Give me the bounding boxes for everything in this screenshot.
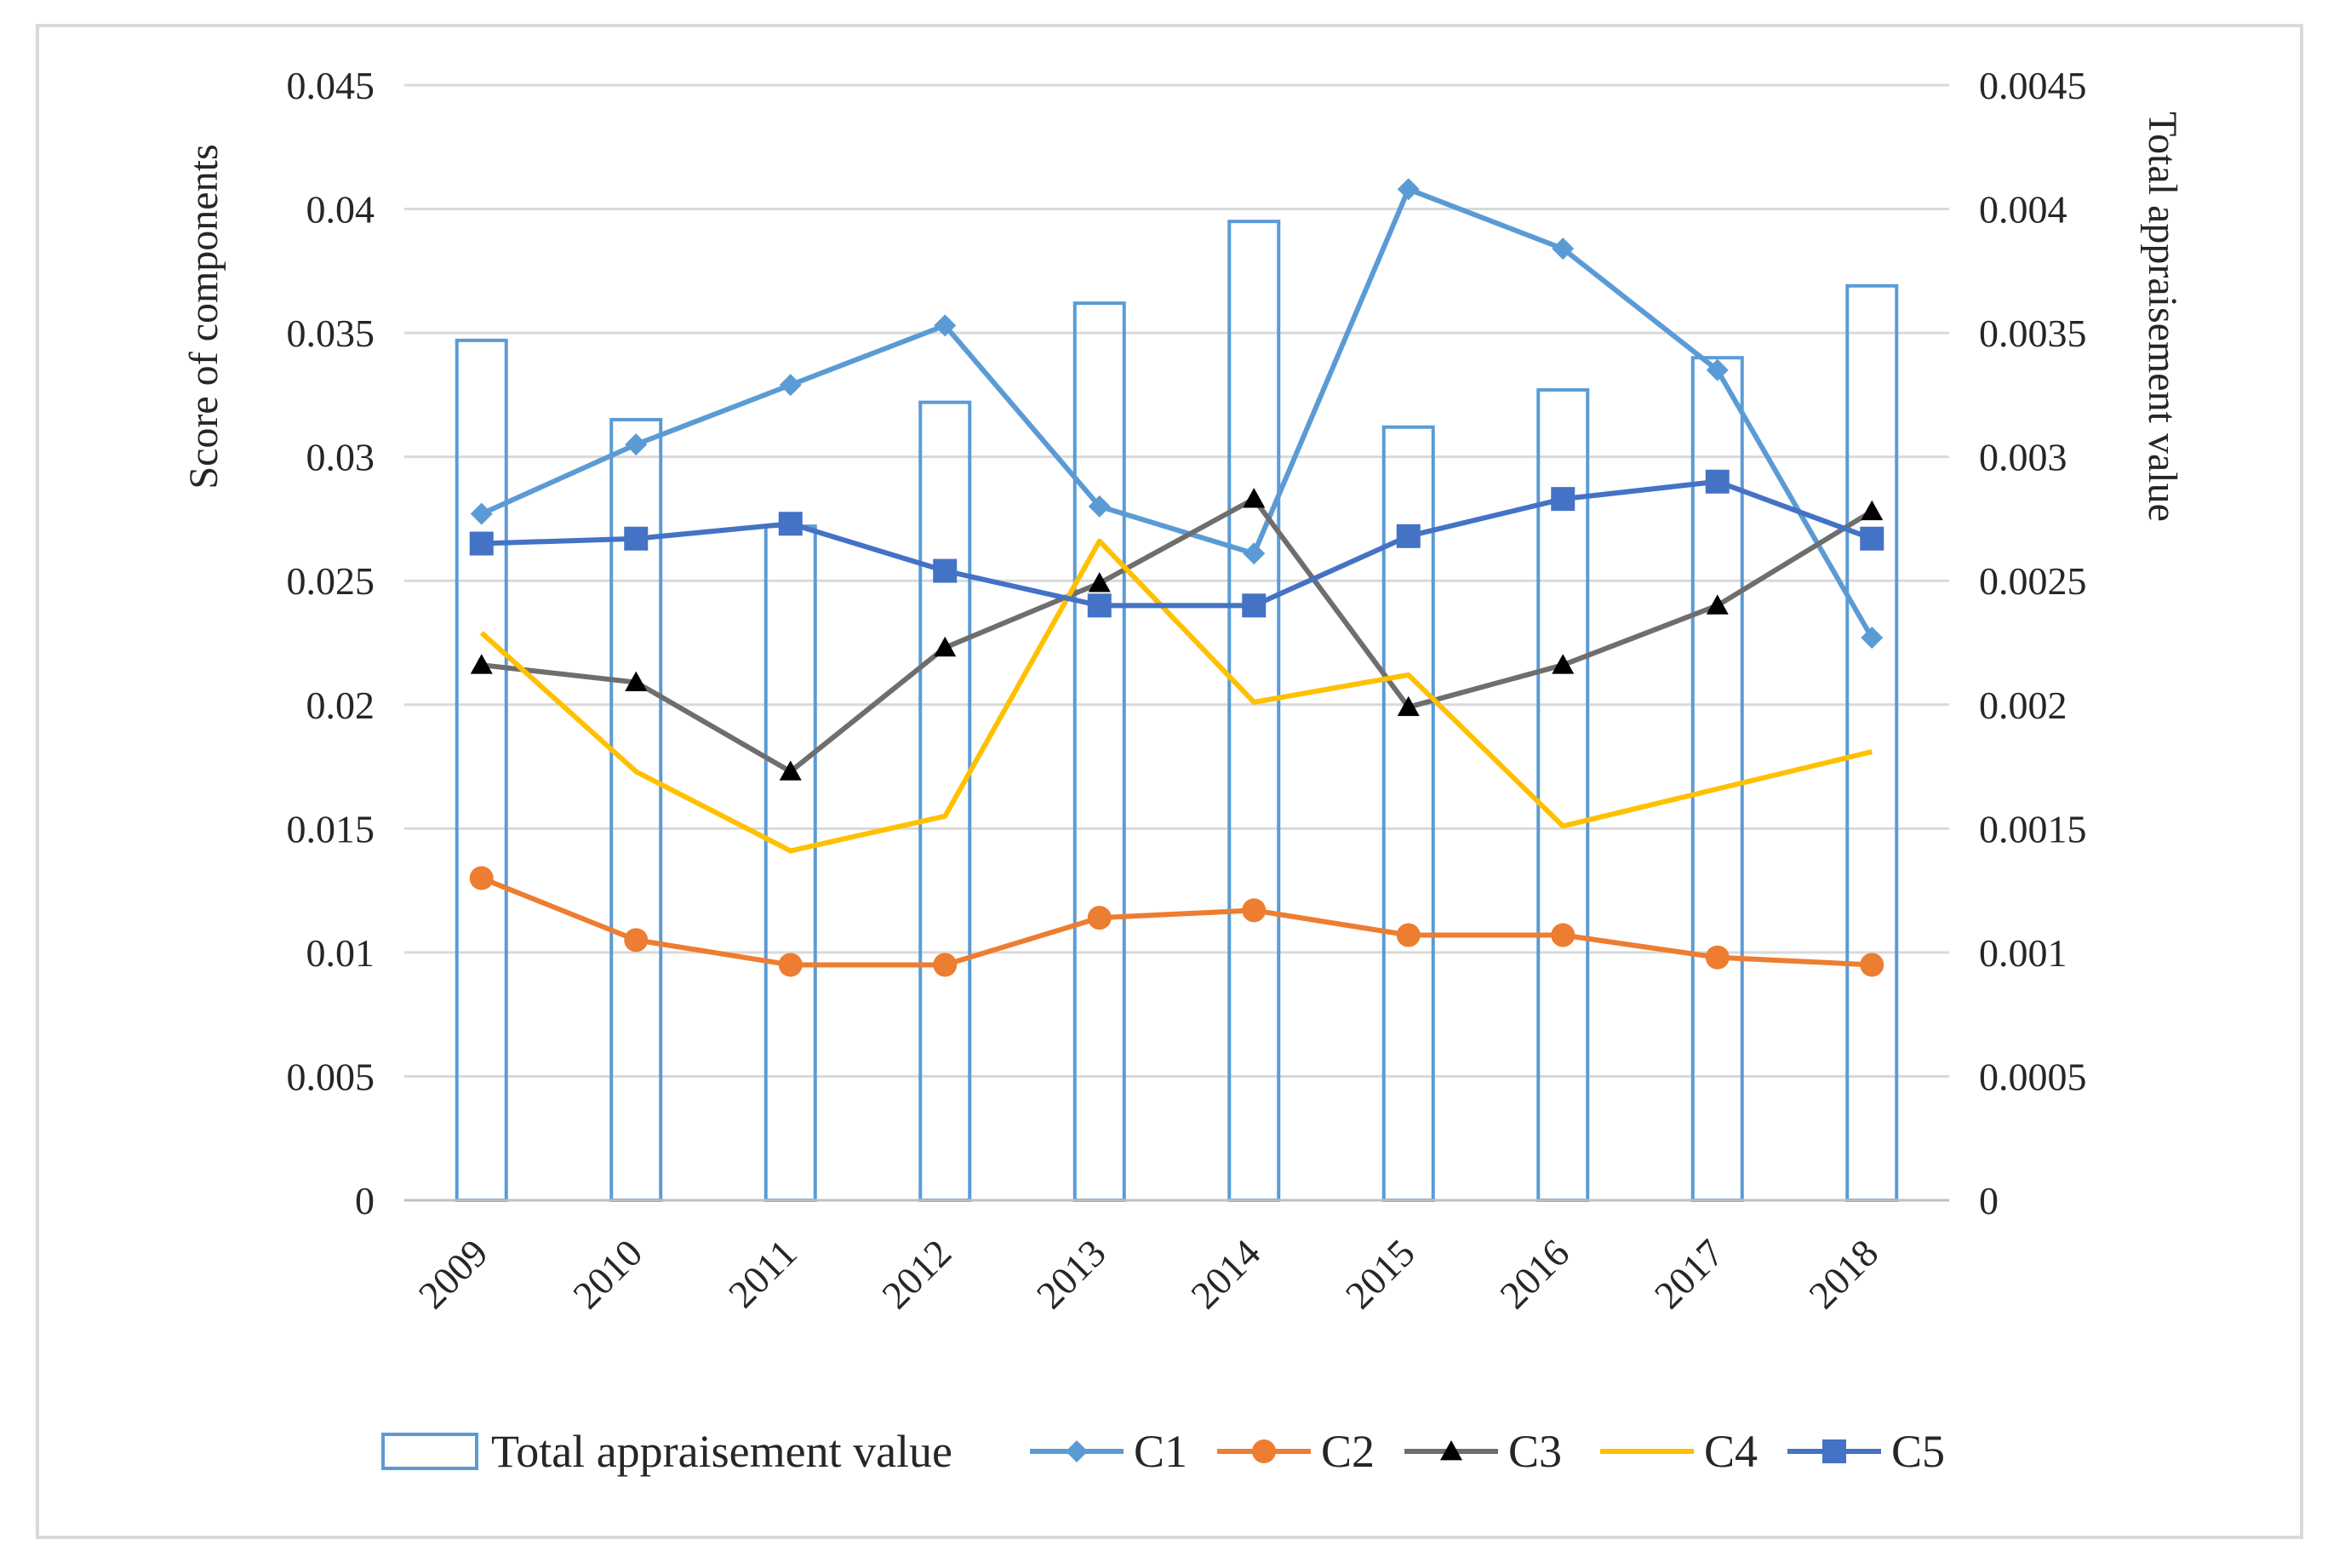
y-right-tick-label: 0.0025 — [1979, 559, 2087, 603]
point-c1 — [1706, 358, 1729, 381]
point-c5 — [1705, 469, 1730, 494]
chart-frame — [36, 24, 2303, 1539]
point-c3 — [625, 671, 648, 691]
legend-marker-c3 — [1440, 1440, 1462, 1461]
legend-label-total-appraisement: Total appraisement value — [491, 1426, 952, 1477]
legend-swatch-total-appraisement — [381, 1433, 478, 1470]
point-c2 — [1087, 906, 1112, 930]
point-c1 — [1088, 495, 1111, 518]
point-c1 — [470, 502, 493, 525]
point-c5 — [1860, 526, 1884, 551]
y-right-tick-label: 0.002 — [1979, 684, 2067, 727]
point-c2 — [1705, 945, 1730, 970]
y-left-tick-label: 0.04 — [306, 188, 375, 232]
y-right-tick-label: 0.001 — [1979, 931, 2067, 975]
point-c5 — [1396, 524, 1421, 548]
y-right-tick-label: 0.0005 — [1979, 1055, 2087, 1098]
point-c1 — [779, 374, 802, 397]
y-right-tick-label: 0.0045 — [1979, 64, 2087, 107]
point-c5 — [1551, 487, 1576, 512]
point-c1 — [1552, 237, 1575, 260]
legend-label-c5: C5 — [1891, 1426, 1945, 1477]
y-left-tick-label: 0.035 — [287, 312, 375, 355]
point-c2 — [1551, 923, 1576, 947]
point-c1 — [625, 433, 648, 456]
y-right-tick-label: 0 — [1979, 1179, 1999, 1222]
point-c1 — [1397, 178, 1420, 201]
point-c2 — [933, 953, 958, 977]
legend-label-c1: C1 — [1134, 1426, 1187, 1477]
y-left-tick-label: 0.02 — [306, 684, 375, 727]
point-c2 — [1242, 898, 1267, 923]
y-left-tick-label: 0.03 — [306, 436, 375, 479]
point-c5 — [1087, 593, 1112, 618]
line-c4 — [479, 538, 1873, 854]
legend-marker-c1 — [1066, 1440, 1088, 1462]
point-c2 — [1860, 953, 1884, 977]
line-series — [469, 178, 1884, 977]
line-c5 — [481, 478, 1873, 609]
y-right-tick-label: 0.003 — [1979, 436, 2067, 479]
point-c5 — [933, 558, 958, 583]
legend-marker-c5 — [1822, 1439, 1846, 1463]
point-c3 — [1397, 695, 1420, 717]
point-c3 — [779, 760, 802, 781]
y-right-tick-label: 0.004 — [1979, 188, 2067, 232]
point-c2 — [778, 953, 803, 977]
legend-marker-c2 — [1252, 1439, 1276, 1463]
y-left-tick-label: 0.015 — [287, 807, 375, 850]
point-c5 — [778, 512, 803, 536]
point-c3 — [1861, 500, 1884, 521]
point-c1 — [934, 314, 957, 337]
point-c2 — [624, 928, 649, 953]
point-c3 — [1706, 594, 1729, 615]
y-left-tick-label: 0 — [355, 1179, 375, 1222]
line-c1 — [480, 186, 1874, 639]
point-c3 — [1243, 488, 1266, 508]
legend: Total appraisement value C1 C2 C3 C4 C5 — [381, 1426, 1945, 1477]
legend-label-c3: C3 — [1508, 1426, 1562, 1477]
point-c1 — [1861, 627, 1884, 650]
y-left-tick-label: 0.01 — [306, 931, 375, 975]
point-c3 — [1552, 654, 1575, 674]
point-c3 — [934, 636, 957, 657]
y-left-tick-label: 0.025 — [287, 559, 375, 603]
point-c3 — [470, 654, 493, 674]
line-c2 — [480, 875, 1873, 968]
y-axis-right-title: Total appraisement value — [2140, 112, 2185, 522]
legend-label-c4: C4 — [1704, 1426, 1758, 1477]
y-axis-left-title: Score of components — [181, 144, 226, 489]
y-left-tick-label: 0.005 — [287, 1055, 375, 1098]
y-right-tick-label: 0.0035 — [1979, 312, 2087, 355]
y-right-tick-label: 0.0015 — [1979, 807, 2087, 850]
point-c5 — [1242, 593, 1267, 618]
point-c5 — [624, 526, 649, 551]
point-c2 — [1396, 923, 1421, 947]
line-c3 — [481, 496, 1873, 775]
point-c2 — [469, 866, 494, 890]
point-c1 — [1243, 542, 1266, 565]
point-c5 — [469, 531, 494, 556]
point-c3 — [1088, 572, 1111, 592]
y-left-tick-label: 0.045 — [287, 64, 375, 107]
legend-label-c2: C2 — [1321, 1426, 1375, 1477]
